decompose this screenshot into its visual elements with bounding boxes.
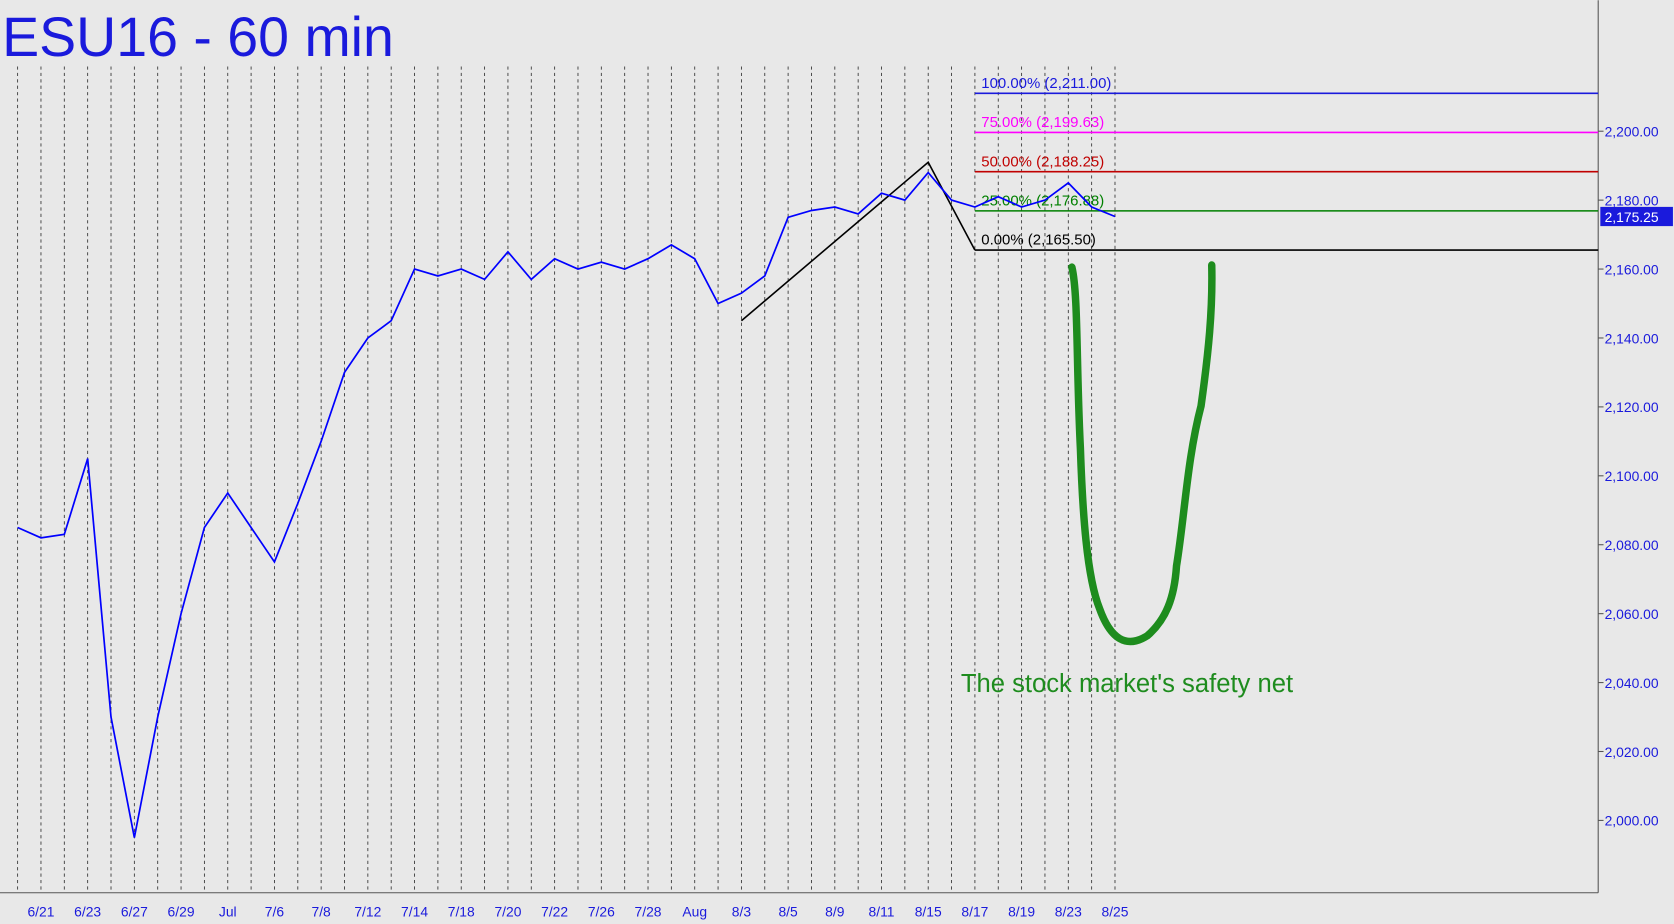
y-tick-label: 2,100.00 bbox=[1605, 468, 1659, 484]
safety-net-drawing bbox=[1068, 261, 1216, 646]
y-tick-label: 2,040.00 bbox=[1605, 675, 1659, 691]
x-tick-label: Jul bbox=[219, 903, 237, 919]
trendline bbox=[740, 160, 976, 322]
x-tick-label: 7/28 bbox=[635, 903, 662, 919]
x-tick-label: 8/19 bbox=[1008, 903, 1035, 919]
chart-title: ESU16 - 60 min bbox=[2, 6, 394, 68]
x-tick-label: 8/25 bbox=[1102, 903, 1129, 919]
x-tick-label: 8/5 bbox=[778, 903, 798, 919]
x-tick-label: 7/18 bbox=[448, 903, 475, 919]
y-tick-label: 2,020.00 bbox=[1605, 744, 1659, 760]
annotation: The stock market's safety net bbox=[961, 670, 1293, 698]
y-tick-label: 2,120.00 bbox=[1605, 399, 1659, 415]
x-tick-label: 7/22 bbox=[541, 903, 568, 919]
x-tick-label: 8/15 bbox=[915, 903, 942, 919]
x-tick-label: 6/21 bbox=[27, 903, 54, 919]
x-tick-label: 7/8 bbox=[312, 903, 332, 919]
price-line bbox=[17, 171, 1116, 838]
x-tick-label: 8/3 bbox=[732, 903, 752, 919]
last-price-label: 2,175.25 bbox=[1605, 209, 1659, 225]
x-tick-label: 6/29 bbox=[168, 903, 195, 919]
fib-label: 0.00% (2,165.50) bbox=[981, 232, 1096, 249]
x-tick-label: 7/20 bbox=[494, 903, 521, 919]
y-tick-label: 2,000.00 bbox=[1605, 813, 1659, 829]
x-tick-label: 8/23 bbox=[1055, 903, 1082, 919]
y-tick-label: 2,080.00 bbox=[1605, 537, 1659, 553]
y-tick-label: 2,160.00 bbox=[1605, 261, 1659, 277]
x-tick-label: 7/26 bbox=[588, 903, 615, 919]
x-tick-label: 8/9 bbox=[825, 903, 845, 919]
y-tick-label: 2,060.00 bbox=[1605, 606, 1659, 622]
x-tick-label: 6/23 bbox=[74, 903, 101, 919]
x-tick-label: 8/17 bbox=[961, 903, 988, 919]
x-tick-label: 8/11 bbox=[869, 903, 895, 919]
fib-label: 100.00% (2,211.00) bbox=[981, 75, 1111, 92]
y-tick-label: 2,140.00 bbox=[1605, 330, 1659, 346]
y-tick-label: 2,180.00 bbox=[1605, 192, 1659, 208]
x-tick-label: 7/6 bbox=[265, 903, 285, 919]
fib-label: 75.00% (2,199.63) bbox=[981, 114, 1104, 131]
x-tick-label: 6/27 bbox=[121, 903, 148, 919]
x-tick-label: Aug bbox=[682, 903, 707, 919]
y-tick-label: 2,200.00 bbox=[1605, 124, 1659, 140]
fib-label: 50.00% (2,188.25) bbox=[981, 153, 1104, 170]
last-price-box bbox=[1600, 206, 1673, 227]
x-tick-label: 7/12 bbox=[354, 903, 381, 919]
x-tick-label: 7/14 bbox=[401, 903, 428, 919]
